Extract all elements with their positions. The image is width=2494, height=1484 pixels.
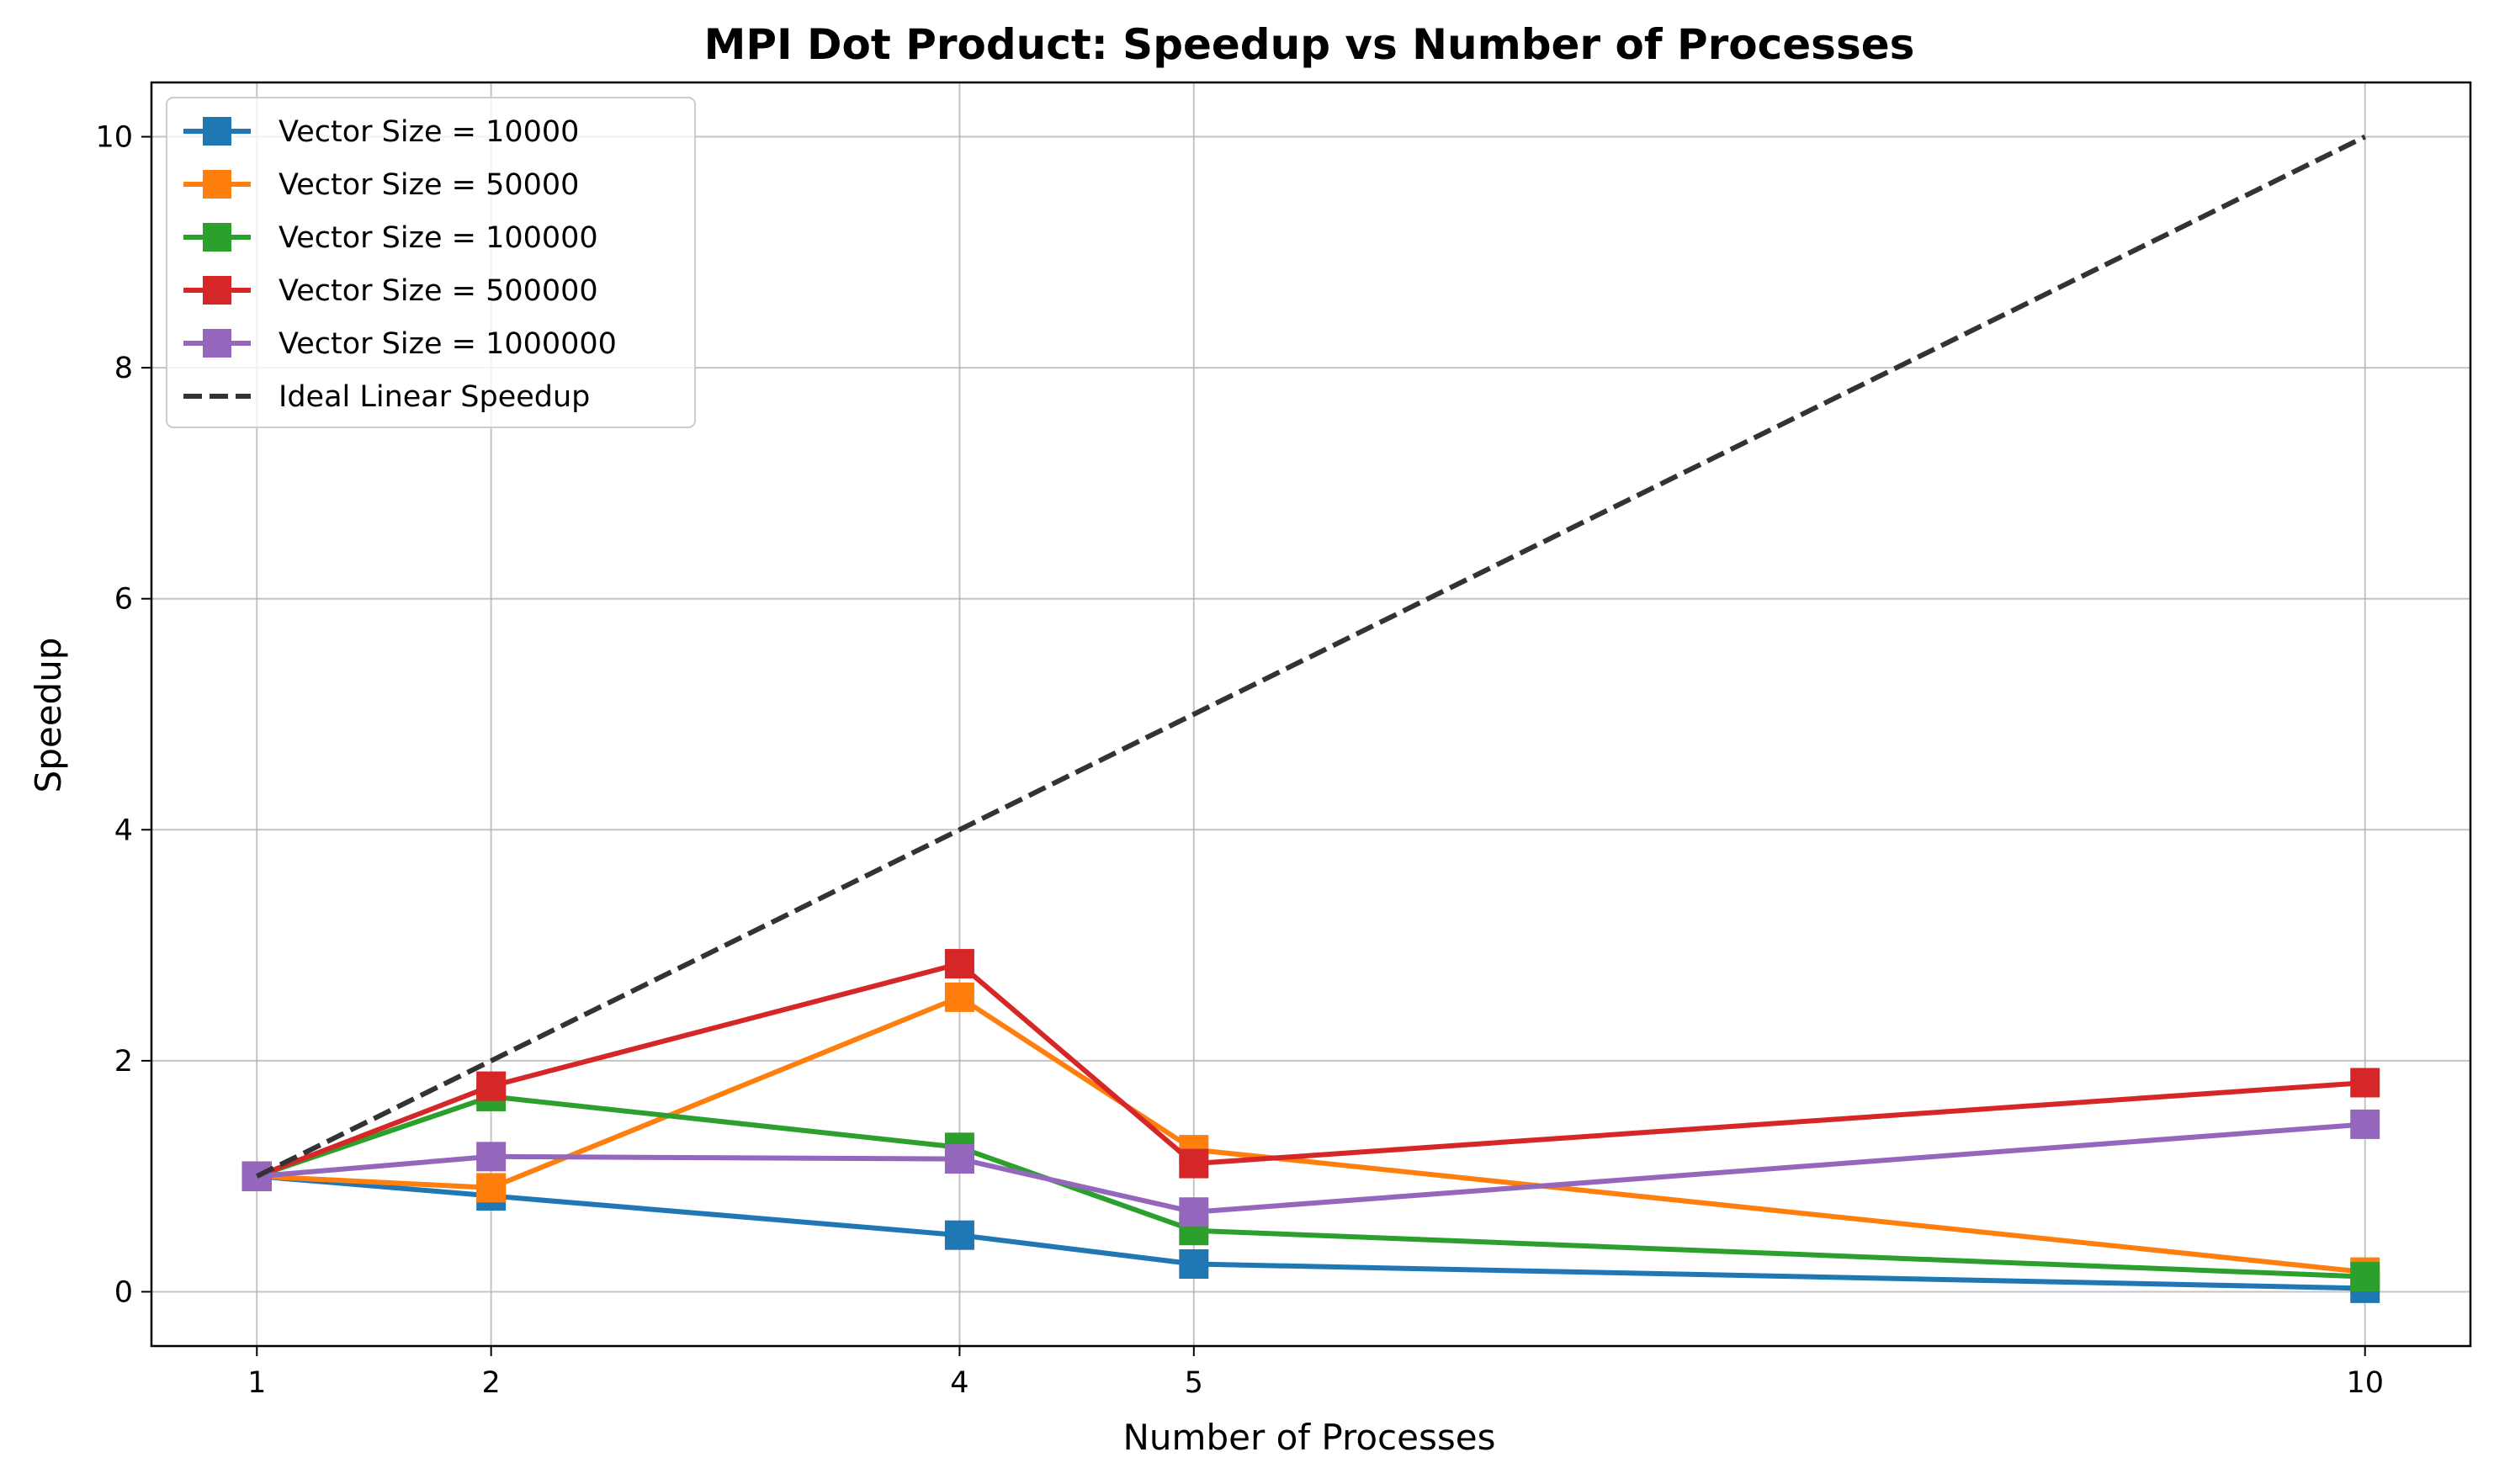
y-tick-label: 0 xyxy=(114,1275,133,1309)
x-tick-label: 5 xyxy=(1185,1366,1203,1400)
data-point xyxy=(944,949,974,979)
x-tick-label: 4 xyxy=(950,1366,968,1400)
plot-area-frame xyxy=(150,81,2472,1348)
legend-box xyxy=(166,97,696,428)
y-tick-label: 2 xyxy=(114,1045,133,1079)
data-point xyxy=(944,982,974,1012)
data-point xyxy=(2350,1109,2380,1139)
x-axis-label: Number of Processes xyxy=(1123,1417,1496,1458)
data-point xyxy=(241,1161,272,1191)
y-tick-label: 10 xyxy=(95,121,133,155)
data-point xyxy=(1179,1197,1209,1227)
data-point xyxy=(476,1142,507,1172)
data-series xyxy=(241,134,2380,1303)
y-tick-label: 4 xyxy=(114,814,133,847)
y-axis-label: Speedup xyxy=(28,638,69,793)
series-line xyxy=(255,134,2367,1179)
data-point xyxy=(476,1173,507,1203)
axis-ticks: 1 2 4 5 10 0 2 4 6 8 10 xyxy=(95,121,2384,1400)
legend-marker xyxy=(203,329,231,358)
data-point xyxy=(944,1144,974,1174)
legend-label: Ideal Linear Speedup xyxy=(279,380,590,414)
data-point xyxy=(2350,1262,2380,1292)
legend: Vector Size = 10000 Vector Size = 50000 Ve… xyxy=(166,97,696,428)
data-point xyxy=(1179,1148,1209,1179)
legend-label: Vector Size = 50000 xyxy=(279,168,579,202)
legend-label: Vector Size = 1000000 xyxy=(279,327,617,361)
legend-marker xyxy=(203,170,231,199)
grid-lines xyxy=(151,82,2470,1346)
x-tick-label: 10 xyxy=(2346,1366,2384,1400)
data-point xyxy=(944,1220,974,1250)
y-tick-label: 8 xyxy=(114,352,133,385)
data-point xyxy=(2350,1068,2380,1098)
x-tick-label: 1 xyxy=(247,1366,266,1400)
legend-label: Vector Size = 500000 xyxy=(279,274,598,308)
y-tick-label: 6 xyxy=(114,583,133,617)
legend-marker xyxy=(203,223,231,252)
legend-label: Vector Size = 100000 xyxy=(279,221,598,255)
chart-title: MPI Dot Product: Speedup vs Number of Pr… xyxy=(704,20,1915,69)
series-group xyxy=(255,134,2367,1179)
data-point xyxy=(476,1071,507,1101)
x-tick-label: 2 xyxy=(482,1366,501,1400)
data-point xyxy=(1179,1249,1209,1280)
series-group xyxy=(241,1109,2380,1227)
legend-label: Vector Size = 10000 xyxy=(279,115,579,149)
legend-marker xyxy=(203,276,231,305)
legend-marker xyxy=(203,117,231,146)
